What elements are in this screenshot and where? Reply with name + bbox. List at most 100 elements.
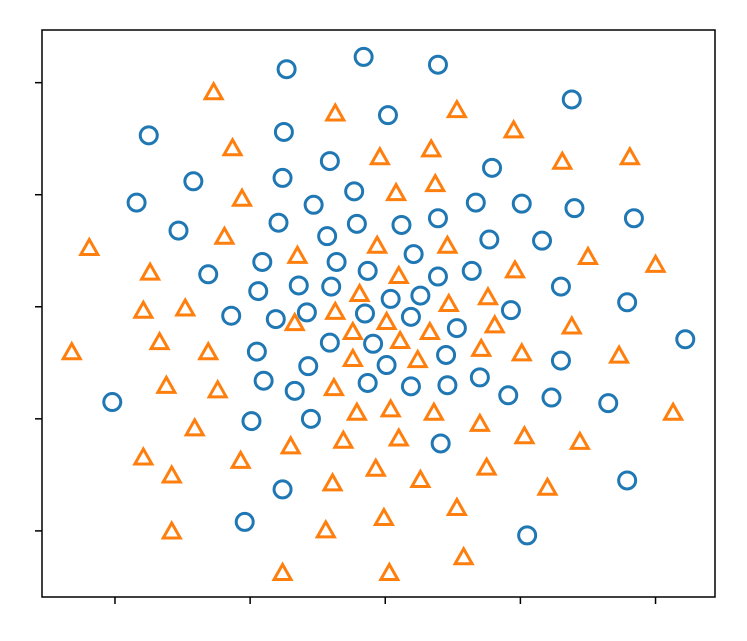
point — [268, 212, 289, 233]
point — [321, 276, 342, 297]
point — [378, 561, 401, 581]
point — [272, 167, 293, 188]
point — [221, 305, 242, 326]
point — [532, 230, 553, 251]
point — [300, 408, 321, 429]
point — [213, 225, 236, 245]
point — [364, 457, 387, 477]
point — [148, 330, 171, 351]
point — [465, 192, 486, 213]
point — [576, 245, 600, 265]
point — [536, 476, 559, 496]
point — [541, 387, 562, 408]
point — [513, 424, 536, 445]
point — [354, 303, 375, 324]
point — [445, 496, 468, 516]
point — [470, 337, 493, 357]
point — [319, 151, 340, 172]
point — [400, 306, 421, 327]
point — [353, 46, 374, 67]
point — [418, 320, 441, 341]
point — [427, 208, 448, 229]
point — [380, 288, 401, 309]
point — [253, 370, 274, 391]
point — [296, 302, 317, 323]
point — [372, 506, 395, 527]
point — [348, 282, 371, 302]
point — [168, 220, 189, 241]
point — [469, 367, 490, 388]
point — [607, 344, 631, 364]
point — [324, 101, 347, 122]
point — [341, 320, 364, 341]
point — [341, 347, 364, 367]
point — [317, 226, 338, 247]
point — [482, 157, 503, 178]
point — [445, 98, 468, 119]
point — [286, 244, 309, 264]
point — [368, 145, 391, 166]
point — [132, 446, 155, 466]
point — [662, 401, 685, 421]
point — [284, 380, 305, 401]
point — [197, 340, 220, 361]
point — [502, 118, 525, 139]
point — [314, 518, 337, 539]
point — [644, 253, 667, 273]
point — [283, 311, 306, 332]
point — [139, 261, 162, 281]
point — [561, 89, 582, 110]
point — [503, 258, 527, 279]
point — [344, 181, 365, 202]
point — [198, 264, 219, 285]
point — [246, 341, 267, 362]
point — [510, 341, 533, 362]
point — [483, 313, 506, 334]
point — [78, 236, 101, 257]
point — [345, 401, 368, 421]
point — [617, 292, 638, 313]
point — [366, 234, 389, 254]
point — [265, 309, 286, 330]
point — [319, 332, 340, 353]
point — [183, 171, 204, 192]
point — [403, 244, 424, 265]
point — [461, 260, 482, 281]
point — [384, 181, 408, 202]
point — [568, 430, 591, 450]
point — [406, 348, 429, 369]
point — [623, 208, 644, 229]
point — [183, 416, 206, 437]
point — [252, 251, 273, 272]
point — [375, 310, 398, 330]
point — [475, 456, 498, 476]
point — [377, 105, 398, 126]
point — [60, 340, 83, 361]
point — [436, 344, 457, 365]
point — [271, 561, 294, 581]
point — [248, 281, 269, 302]
point — [400, 376, 421, 397]
point — [427, 54, 448, 75]
point — [452, 545, 475, 566]
point — [437, 292, 460, 313]
point — [422, 401, 445, 421]
point — [468, 412, 491, 432]
point — [550, 350, 571, 371]
point — [234, 511, 255, 532]
point — [324, 300, 347, 320]
point — [363, 333, 384, 354]
point — [498, 385, 519, 406]
point — [160, 519, 183, 540]
point — [517, 525, 538, 546]
point — [326, 251, 347, 272]
point — [436, 234, 459, 254]
point — [160, 463, 183, 484]
point — [273, 121, 294, 142]
point — [132, 299, 155, 319]
point — [376, 355, 397, 376]
point — [279, 434, 302, 455]
point — [479, 229, 500, 250]
point — [446, 318, 467, 339]
